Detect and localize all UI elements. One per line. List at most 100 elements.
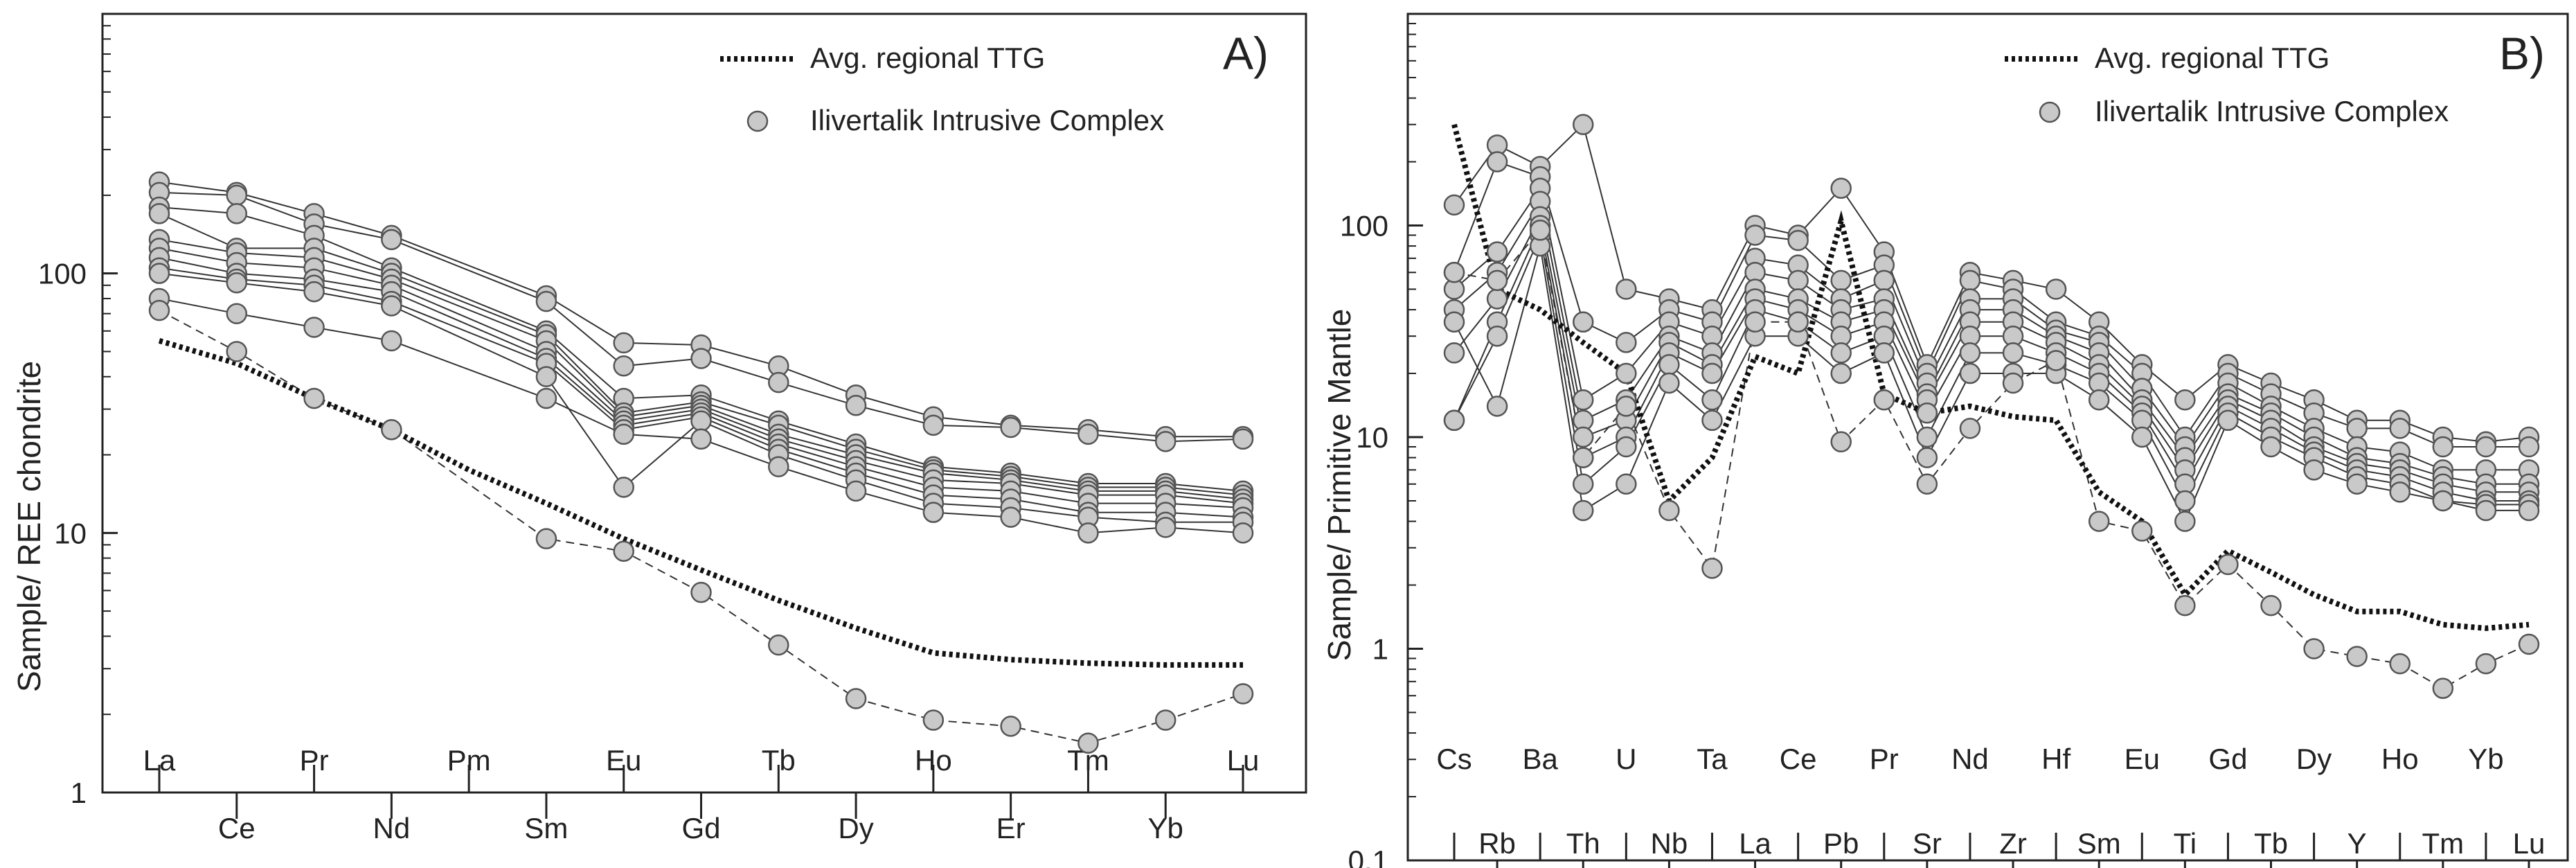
panel-b-sample-point bbox=[2260, 594, 2282, 617]
panel-a-sample-point bbox=[226, 184, 248, 206]
panel-a-sample-point bbox=[535, 366, 557, 388]
panel-b-sample-point bbox=[2346, 473, 2368, 495]
panel-a-ytick-label: 100 bbox=[38, 258, 87, 290]
panel-b-xtick-label: Tm bbox=[2422, 827, 2465, 860]
panel-b-sample-point bbox=[2475, 653, 2497, 675]
panel-b-sample-point bbox=[1572, 499, 1594, 522]
panel-a-sample-point bbox=[381, 418, 402, 441]
panel-b-xtick-label: Cs bbox=[1436, 743, 1472, 775]
panel-a-xtick-label: Gd bbox=[681, 812, 720, 844]
panel-b-xtick-label: Ce bbox=[1780, 743, 1817, 775]
panel-b-sample-point bbox=[2389, 418, 2411, 439]
panel-b-xtick-label: Pr bbox=[1870, 743, 1899, 775]
panel-b-sample-point bbox=[2045, 278, 2067, 300]
panel-a-sample-point bbox=[381, 229, 402, 251]
panel-b-sample-point bbox=[1787, 311, 1809, 333]
panel-b-sample-point bbox=[1658, 372, 1680, 394]
panel-a-sample-line bbox=[159, 191, 1244, 443]
panel-b-ytick-label: 1 bbox=[1372, 633, 1388, 666]
panel-a-xtick-label: Yb bbox=[1148, 812, 1183, 844]
panel-a-sample-point bbox=[381, 330, 402, 352]
panel-b-sample-point bbox=[2260, 436, 2282, 458]
panel-a-frame bbox=[101, 12, 1307, 794]
panel-a-legend: Avg. regional TTG Ilivertalik Intrusive … bbox=[720, 42, 1164, 136]
panel-a-sample-point bbox=[1077, 732, 1099, 754]
panel-b-sample-point bbox=[2088, 511, 2110, 532]
panel-b-sample-line bbox=[1454, 232, 2529, 506]
panel-b-sample-point bbox=[1916, 402, 1938, 424]
panel-a-sample-point bbox=[613, 423, 634, 445]
panel-b-sample-point bbox=[1443, 262, 1465, 283]
panel-b-sample-line bbox=[1454, 161, 2529, 448]
panel-a-sample-point bbox=[1000, 506, 1021, 528]
panel-a-sample-line bbox=[159, 206, 1244, 492]
panel-a-sample-point bbox=[535, 528, 557, 549]
panel-a-sample-point bbox=[303, 387, 325, 409]
panel-b-sample-point bbox=[2174, 389, 2196, 411]
panel-a-sample-point bbox=[613, 477, 634, 498]
panel-b-xtick-label: Hf bbox=[2041, 743, 2070, 775]
panel-b-sample-line bbox=[1454, 186, 2529, 471]
legend-samples-marker bbox=[2039, 101, 2061, 123]
panel-a-xtick-label: Eu bbox=[606, 744, 641, 777]
panel-b-sample-point bbox=[1959, 418, 1981, 439]
panel-a-sample-point bbox=[303, 281, 325, 303]
panel-a-sample-point bbox=[768, 371, 789, 393]
panel-b-sample-point bbox=[2389, 653, 2411, 675]
panel-b-sample-point bbox=[1959, 362, 1981, 384]
panel-a-xtick-label: Dy bbox=[838, 812, 873, 844]
panel-b-sample-point bbox=[1486, 288, 1508, 310]
panel-a-sample-point bbox=[768, 456, 789, 477]
panel-b-sample-point bbox=[2518, 499, 2540, 522]
panel-b-sample-point bbox=[2303, 638, 2325, 659]
panel-b-avg-ttg-line bbox=[1451, 123, 2530, 631]
panel-b-sample-point bbox=[1701, 362, 1723, 384]
panel-a-sample-point bbox=[1154, 517, 1177, 538]
panel-b-sample-point bbox=[1616, 362, 1637, 384]
panel-a-sample-line bbox=[159, 310, 1244, 744]
panel-a-xtick-label: Pm bbox=[447, 744, 491, 777]
panel-b-xtick-label: Ta bbox=[1697, 743, 1728, 775]
panel-b-sample-point bbox=[1572, 473, 1594, 495]
panel-b-sample-point bbox=[2088, 389, 2110, 411]
panel-a-sample-point bbox=[690, 410, 712, 432]
panel-b-sample-point bbox=[1486, 241, 1508, 263]
panel-b-sample-point bbox=[2174, 511, 2196, 532]
panel-a-sample-line bbox=[159, 247, 1244, 504]
panel-b-sample-point bbox=[2475, 499, 2497, 522]
panel-a-sample-point bbox=[768, 634, 789, 656]
panel-b-sample-point bbox=[1443, 311, 1465, 333]
legend-avg-label: Avg. regional TTG bbox=[810, 42, 1045, 74]
panel-a-avg-ttg-line bbox=[158, 338, 1243, 668]
panel-b-sample-point bbox=[1572, 311, 1594, 333]
panel-a-sample-point bbox=[226, 203, 248, 224]
panel-a-sample-line bbox=[159, 256, 1244, 508]
panel-a-sample-point bbox=[845, 688, 867, 709]
legend-avg-label: Avg. regional TTG bbox=[2095, 42, 2329, 74]
panel-a-sample-point bbox=[922, 709, 945, 731]
panel-b-sample-point bbox=[1830, 362, 1852, 384]
panel-a-sample-point bbox=[381, 295, 402, 317]
panel-b-xtick-label: U bbox=[1616, 743, 1636, 775]
panel-a-sample-point bbox=[148, 299, 170, 321]
panel-b-label: B) bbox=[2499, 28, 2545, 79]
panel-b-sample-point bbox=[1873, 269, 1895, 292]
panel-b-sample-point bbox=[2002, 342, 2024, 364]
panel-b-sample-point bbox=[1443, 194, 1465, 216]
panel-b-sample-point bbox=[1830, 269, 1852, 292]
panel-a-sample-point bbox=[690, 428, 712, 450]
panel-b-sample-point bbox=[1744, 224, 1766, 246]
panel-b-sample-point bbox=[2174, 490, 2196, 512]
panel-b-sample-line bbox=[1454, 245, 2529, 523]
panel-b-sample-point bbox=[1658, 354, 1680, 375]
panel-b-sample-point bbox=[1916, 473, 1938, 495]
panel-a-xtick-label: Pr bbox=[300, 744, 329, 777]
panel-a-xtick-label: Ce bbox=[218, 812, 256, 844]
panel-a-sample-line bbox=[159, 238, 1244, 500]
panel-b-xtick-label: Lu bbox=[2513, 827, 2546, 860]
panel-b-xtick-label: Ba bbox=[1522, 743, 1558, 775]
legend-samples-label: Ilivertalik Intrusive Complex bbox=[2095, 95, 2449, 127]
panel-b-sample-point bbox=[1616, 278, 1637, 300]
panel-b-sample-line bbox=[1454, 123, 2530, 443]
